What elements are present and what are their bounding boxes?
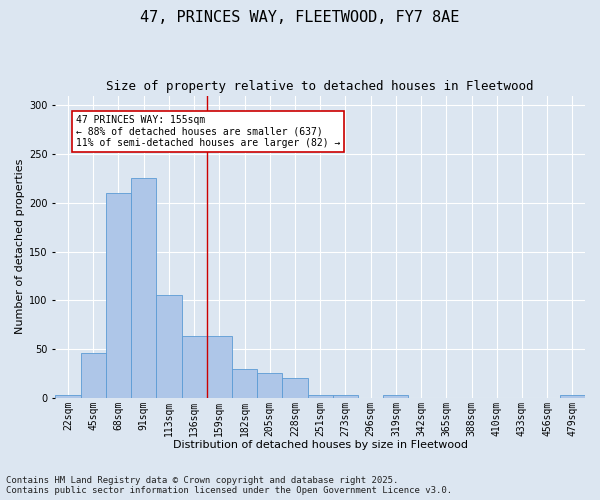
Y-axis label: Number of detached properties: Number of detached properties — [15, 159, 25, 334]
Bar — [333, 395, 358, 398]
Bar — [80, 353, 106, 398]
Bar — [182, 336, 207, 398]
Bar — [106, 193, 131, 398]
Bar — [207, 336, 232, 398]
Bar — [560, 395, 585, 398]
X-axis label: Distribution of detached houses by size in Fleetwood: Distribution of detached houses by size … — [173, 440, 468, 450]
Bar — [55, 395, 80, 398]
Bar — [383, 395, 409, 398]
Title: Size of property relative to detached houses in Fleetwood: Size of property relative to detached ho… — [106, 80, 534, 93]
Bar — [257, 374, 283, 398]
Text: Contains HM Land Registry data © Crown copyright and database right 2025.
Contai: Contains HM Land Registry data © Crown c… — [6, 476, 452, 495]
Text: 47 PRINCES WAY: 155sqm
← 88% of detached houses are smaller (637)
11% of semi-de: 47 PRINCES WAY: 155sqm ← 88% of detached… — [76, 115, 340, 148]
Bar — [283, 378, 308, 398]
Bar — [232, 368, 257, 398]
Bar — [308, 395, 333, 398]
Bar — [157, 296, 182, 398]
Text: 47, PRINCES WAY, FLEETWOOD, FY7 8AE: 47, PRINCES WAY, FLEETWOOD, FY7 8AE — [140, 10, 460, 25]
Bar — [131, 178, 157, 398]
